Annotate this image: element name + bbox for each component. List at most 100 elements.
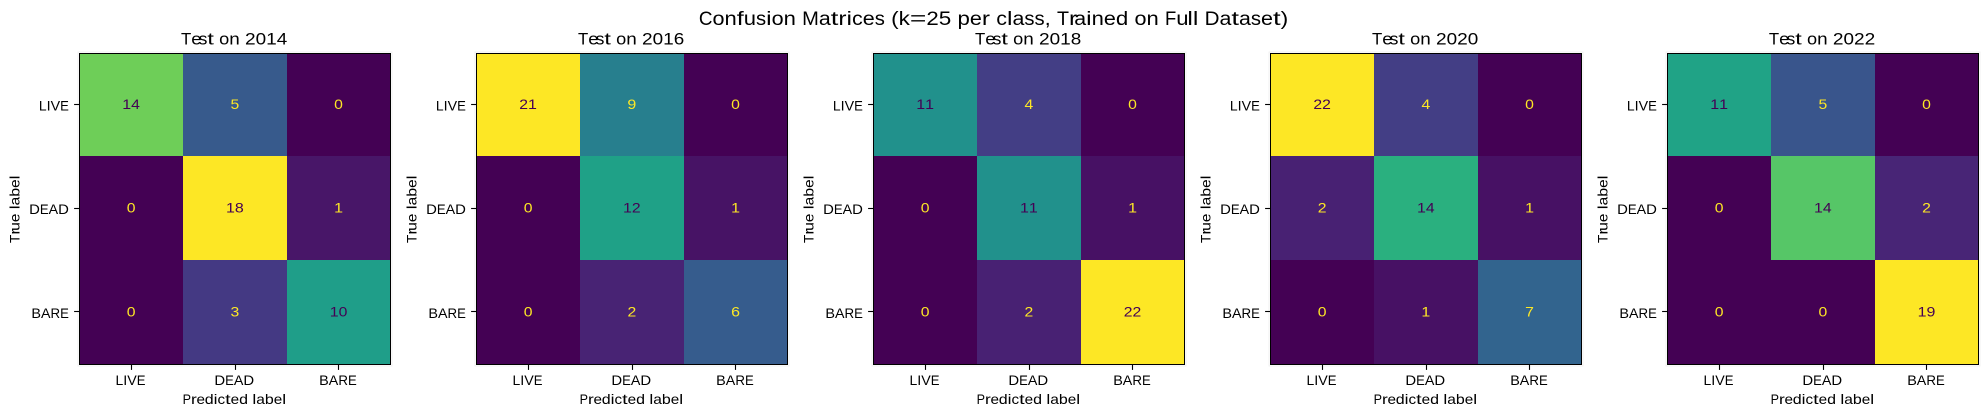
svg-text:k: k: [899, 8, 911, 30]
svg-text:l: l: [252, 391, 256, 407]
svg-text:e: e: [1595, 213, 1611, 222]
svg-text:0: 0: [127, 303, 136, 319]
svg-text:I: I: [47, 97, 51, 113]
svg-text:i: i: [1008, 391, 1012, 407]
svg-text:s: s: [1035, 8, 1045, 30]
svg-text:e: e: [1198, 179, 1214, 188]
svg-text:o: o: [713, 8, 725, 30]
svg-text:V: V: [524, 372, 534, 388]
svg-text:b: b: [1456, 391, 1465, 407]
svg-text:l: l: [1870, 391, 1874, 407]
svg-text:t: t: [207, 29, 214, 48]
svg-text:2: 2: [642, 29, 653, 48]
svg-text:2: 2: [1322, 96, 1331, 112]
svg-text:1: 1: [1421, 303, 1430, 319]
svg-text:T: T: [578, 29, 588, 48]
svg-text:4: 4: [277, 29, 288, 48]
svg-text:c: c: [1011, 391, 1019, 407]
svg-text:c: c: [1805, 391, 1813, 407]
svg-text:0: 0: [524, 303, 533, 319]
svg-text:D: D: [426, 201, 437, 217]
svg-text:A: A: [234, 372, 244, 388]
svg-text:E: E: [40, 201, 49, 217]
svg-text:0: 0: [921, 303, 930, 319]
svg-text:9: 9: [1927, 303, 1936, 319]
svg-text:L: L: [1627, 97, 1635, 113]
svg-text:e: e: [1465, 391, 1474, 407]
svg-text:0: 0: [1525, 96, 1534, 112]
svg-text:u: u: [1198, 222, 1214, 231]
svg-text:I: I: [841, 97, 845, 113]
svg-text:2: 2: [1039, 29, 1050, 48]
svg-text:8: 8: [235, 200, 244, 216]
svg-text:l: l: [1595, 175, 1611, 179]
svg-text:l: l: [801, 175, 817, 179]
svg-text:b: b: [1059, 391, 1068, 407]
svg-text:0: 0: [256, 29, 267, 48]
svg-text:E: E: [1416, 372, 1425, 388]
svg-text:0: 0: [1447, 29, 1458, 48]
svg-text:r: r: [191, 391, 197, 407]
svg-text:R: R: [1639, 305, 1649, 321]
svg-text:T: T: [801, 234, 817, 243]
svg-text:c: c: [852, 8, 863, 30]
svg-text:1: 1: [925, 96, 934, 112]
svg-text:a: a: [819, 8, 831, 30]
svg-text:n: n: [626, 29, 637, 48]
svg-text:B: B: [1222, 305, 1232, 321]
svg-text:e: e: [404, 213, 420, 222]
svg-text:R: R: [845, 305, 855, 321]
svg-text:1: 1: [1918, 303, 1927, 319]
svg-text:1: 1: [916, 96, 925, 112]
svg-text:2: 2: [1313, 96, 1322, 112]
svg-text:n: n: [1023, 29, 1034, 48]
svg-text:e: e: [1862, 391, 1871, 407]
svg-text:T: T: [181, 29, 191, 48]
svg-text:2: 2: [926, 8, 938, 30]
svg-text:0: 0: [524, 200, 533, 216]
svg-text:L: L: [833, 97, 841, 113]
svg-text:l: l: [7, 205, 23, 209]
svg-text:T: T: [1057, 8, 1069, 30]
svg-text:c: c: [614, 391, 622, 407]
svg-text:i: i: [1405, 391, 1409, 407]
svg-text:l: l: [1473, 391, 1477, 407]
svg-text:2: 2: [1457, 29, 1468, 48]
svg-text:1: 1: [1417, 200, 1426, 216]
svg-text:A: A: [1240, 201, 1250, 217]
svg-text:A: A: [1917, 372, 1927, 388]
svg-text:1: 1: [1060, 29, 1071, 48]
svg-text:2: 2: [1124, 303, 1133, 319]
svg-text:P: P: [580, 391, 588, 407]
svg-text:D: D: [1434, 372, 1445, 388]
svg-text:T: T: [1372, 29, 1382, 48]
svg-text:E: E: [137, 372, 146, 388]
svg-text:L: L: [116, 372, 124, 388]
svg-text:t: t: [1416, 391, 1422, 407]
svg-text:b: b: [1595, 188, 1611, 197]
svg-text:r: r: [1382, 391, 1388, 407]
svg-text:i: i: [766, 8, 772, 30]
svg-text:A: A: [1232, 305, 1242, 321]
svg-text:e: e: [191, 29, 201, 48]
svg-text:D: D: [1405, 372, 1416, 388]
svg-text:t: t: [622, 391, 628, 407]
svg-text:d: d: [1827, 391, 1836, 407]
svg-text:E: E: [225, 372, 234, 388]
svg-text:E: E: [534, 372, 543, 388]
svg-text:1: 1: [1128, 200, 1137, 216]
svg-text:E: E: [1142, 372, 1151, 388]
svg-text:u: u: [7, 222, 23, 231]
svg-text:E: E: [60, 305, 69, 321]
svg-text:s: s: [875, 8, 885, 30]
svg-text:p: p: [958, 8, 970, 30]
svg-text:E: E: [1251, 305, 1260, 321]
svg-text:d: d: [239, 391, 248, 407]
svg-text:0: 0: [1818, 303, 1827, 319]
svg-text:D: D: [852, 201, 863, 217]
svg-text:R: R: [1242, 305, 1252, 321]
svg-text:V: V: [1639, 97, 1649, 113]
svg-text:V: V: [1318, 372, 1328, 388]
svg-text:B: B: [1510, 372, 1520, 388]
svg-text:l: l: [7, 175, 23, 179]
